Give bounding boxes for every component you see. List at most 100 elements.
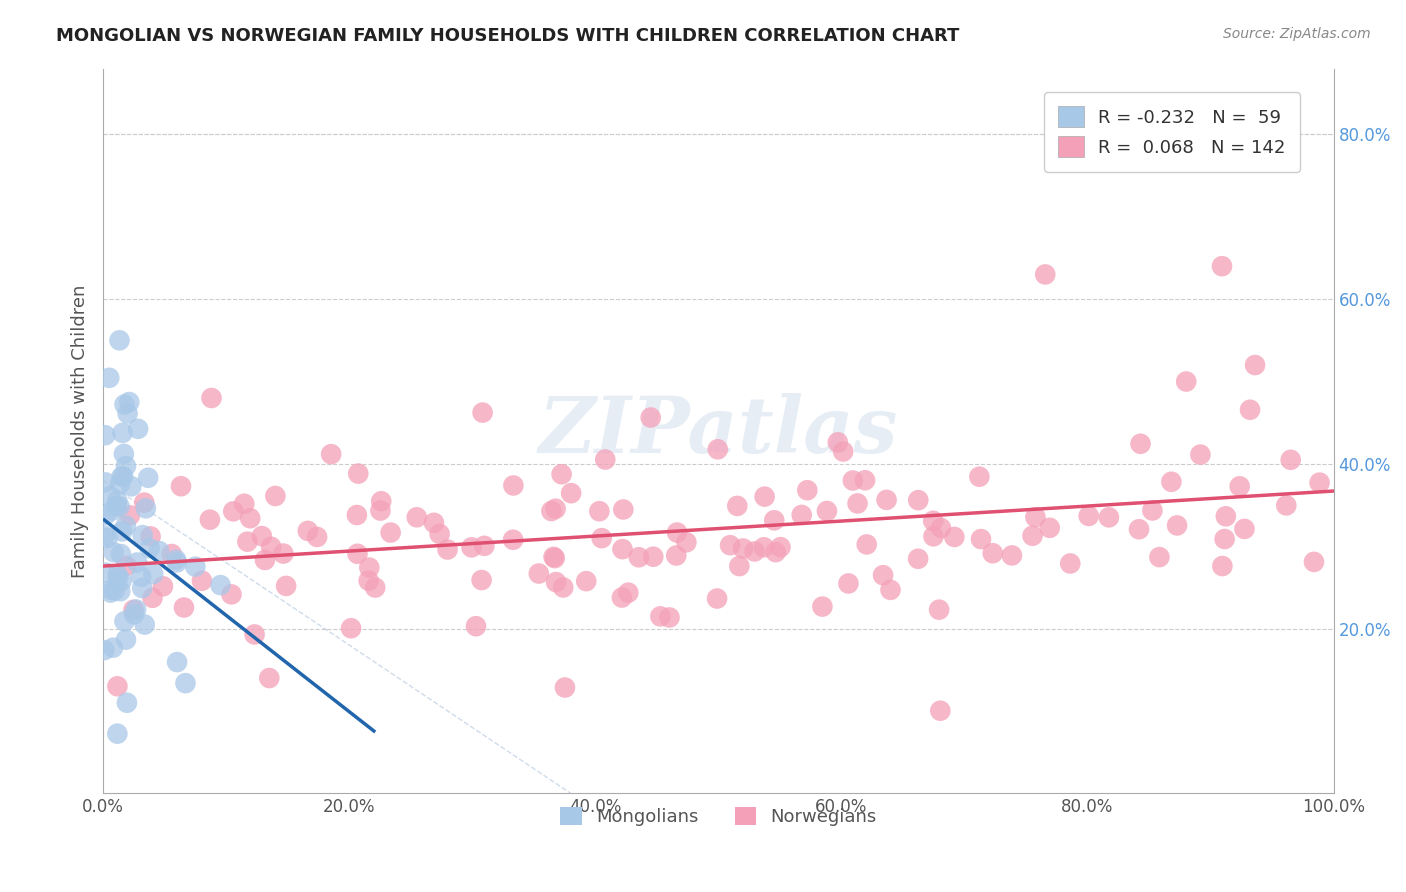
Point xyxy=(107,567,129,582)
Point xyxy=(115,518,138,533)
Point xyxy=(111,574,134,588)
Point xyxy=(276,579,298,593)
Point xyxy=(471,573,494,587)
Point xyxy=(617,585,640,599)
Point xyxy=(239,511,262,525)
Point xyxy=(752,541,775,555)
Point xyxy=(297,524,319,538)
Point xyxy=(544,501,567,516)
Point xyxy=(259,671,281,685)
Point xyxy=(763,513,786,527)
Point xyxy=(832,444,855,458)
Point xyxy=(643,549,665,564)
Point xyxy=(364,581,387,595)
Point xyxy=(907,551,929,566)
Point xyxy=(111,425,134,440)
Point xyxy=(502,533,524,547)
Point xyxy=(115,696,138,710)
Point xyxy=(658,610,681,624)
Point xyxy=(769,540,792,554)
Point xyxy=(184,559,207,574)
Point xyxy=(706,591,728,606)
Point xyxy=(131,528,153,542)
Point xyxy=(105,499,128,513)
Point xyxy=(1233,522,1256,536)
Point xyxy=(174,676,197,690)
Point xyxy=(380,525,402,540)
Point xyxy=(1211,259,1233,273)
Point xyxy=(125,602,148,616)
Point xyxy=(346,508,368,522)
Point xyxy=(591,531,613,545)
Point xyxy=(970,532,993,546)
Point xyxy=(93,529,115,543)
Point xyxy=(100,582,122,597)
Point xyxy=(588,504,610,518)
Point xyxy=(141,591,163,605)
Point xyxy=(560,486,582,500)
Point xyxy=(93,643,115,657)
Point xyxy=(811,599,834,614)
Point xyxy=(627,550,650,565)
Point xyxy=(815,504,838,518)
Point xyxy=(100,585,122,599)
Point xyxy=(733,541,755,556)
Point xyxy=(359,560,381,574)
Point xyxy=(943,530,966,544)
Point xyxy=(855,537,877,551)
Point xyxy=(107,679,129,693)
Point xyxy=(111,524,134,539)
Point xyxy=(718,538,741,552)
Text: ZIPatlas: ZIPatlas xyxy=(538,392,898,469)
Point xyxy=(922,514,945,528)
Point xyxy=(612,502,634,516)
Point xyxy=(166,556,188,570)
Point xyxy=(540,504,562,518)
Point xyxy=(96,531,118,545)
Point xyxy=(139,529,162,543)
Point xyxy=(134,617,156,632)
Point xyxy=(1213,532,1236,546)
Point xyxy=(1239,402,1261,417)
Point xyxy=(725,499,748,513)
Point xyxy=(108,500,131,514)
Point xyxy=(666,525,689,540)
Point xyxy=(553,581,575,595)
Point xyxy=(728,559,751,574)
Point xyxy=(1033,268,1056,282)
Point xyxy=(122,603,145,617)
Point xyxy=(502,478,524,492)
Point xyxy=(1211,559,1233,574)
Point xyxy=(120,479,142,493)
Point xyxy=(460,541,482,555)
Point xyxy=(1166,518,1188,533)
Point xyxy=(340,621,363,635)
Point xyxy=(610,591,633,605)
Point xyxy=(101,640,124,655)
Point xyxy=(148,544,170,558)
Point xyxy=(575,574,598,588)
Point xyxy=(1129,437,1152,451)
Point xyxy=(796,483,818,498)
Point xyxy=(118,395,141,409)
Point xyxy=(110,584,132,599)
Point xyxy=(1275,499,1298,513)
Point xyxy=(198,513,221,527)
Point xyxy=(98,489,121,503)
Point xyxy=(94,428,117,442)
Point xyxy=(111,469,134,483)
Point xyxy=(543,549,565,564)
Point xyxy=(981,546,1004,560)
Point xyxy=(105,726,128,740)
Point xyxy=(94,508,117,522)
Point xyxy=(969,469,991,483)
Point xyxy=(346,547,368,561)
Point xyxy=(707,442,730,457)
Point xyxy=(264,489,287,503)
Point xyxy=(405,510,427,524)
Point xyxy=(1189,448,1212,462)
Point xyxy=(1039,521,1062,535)
Point xyxy=(1142,503,1164,517)
Point xyxy=(173,600,195,615)
Point xyxy=(321,447,343,461)
